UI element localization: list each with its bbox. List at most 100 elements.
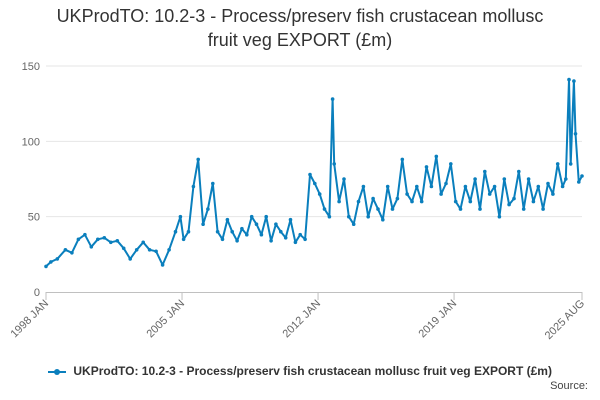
data-point[interactable] <box>96 237 100 242</box>
data-point[interactable] <box>400 157 405 162</box>
data-point[interactable] <box>327 214 332 219</box>
data-point[interactable] <box>453 199 458 204</box>
data-point[interactable] <box>196 157 200 162</box>
data-point[interactable] <box>458 207 463 211</box>
data-point[interactable] <box>492 184 497 189</box>
data-point[interactable] <box>517 169 521 174</box>
data-point[interactable] <box>308 172 312 177</box>
data-point[interactable] <box>502 177 507 181</box>
data-point[interactable] <box>497 214 502 219</box>
data-point[interactable] <box>473 177 477 181</box>
data-point[interactable] <box>356 199 361 204</box>
data-point[interactable] <box>342 177 346 181</box>
data-point[interactable] <box>507 202 511 207</box>
data-point[interactable] <box>541 207 545 211</box>
data-point[interactable] <box>235 239 239 243</box>
data-point[interactable] <box>240 226 244 231</box>
data-point[interactable] <box>274 222 278 226</box>
data-point[interactable] <box>468 199 473 204</box>
data-point[interactable] <box>147 248 152 252</box>
data-point[interactable] <box>483 169 487 174</box>
data-point[interactable] <box>322 207 327 211</box>
data-point[interactable] <box>415 184 419 189</box>
data-point[interactable] <box>444 181 448 186</box>
data-point[interactable] <box>109 240 113 245</box>
data-point[interactable] <box>429 184 434 189</box>
data-point[interactable] <box>173 229 178 234</box>
data-point[interactable] <box>567 77 571 82</box>
data-point[interactable] <box>254 222 259 226</box>
data-point[interactable] <box>405 192 409 196</box>
data-point[interactable] <box>332 162 337 166</box>
data-point[interactable] <box>191 184 196 189</box>
data-point[interactable] <box>410 199 414 204</box>
data-point[interactable] <box>128 257 132 261</box>
data-point[interactable] <box>487 192 492 196</box>
data-point[interactable] <box>230 229 234 234</box>
data-point[interactable] <box>49 260 53 264</box>
data-point[interactable] <box>572 79 576 83</box>
data-point[interactable] <box>70 251 74 255</box>
data-point[interactable] <box>167 248 171 252</box>
data-point[interactable] <box>577 180 581 184</box>
data-point[interactable] <box>337 199 341 204</box>
data-point[interactable] <box>245 232 249 237</box>
data-point[interactable] <box>44 264 48 269</box>
data-point[interactable] <box>211 181 215 186</box>
data-point[interactable] <box>264 214 269 219</box>
data-point[interactable] <box>76 237 81 242</box>
data-point[interactable] <box>531 199 536 204</box>
data-point[interactable] <box>555 162 560 166</box>
data-point[interactable] <box>366 214 371 219</box>
data-point[interactable] <box>215 229 220 234</box>
data-point[interactable] <box>347 214 351 219</box>
data-point[interactable] <box>220 237 225 242</box>
data-point[interactable] <box>141 240 145 245</box>
data-point[interactable] <box>419 199 424 204</box>
data-point[interactable] <box>564 177 568 181</box>
data-point[interactable] <box>279 229 283 234</box>
data-point[interactable] <box>573 132 578 136</box>
data-point[interactable] <box>63 248 68 252</box>
data-point[interactable] <box>376 207 380 211</box>
data-point[interactable] <box>478 207 482 211</box>
data-point[interactable] <box>551 192 555 196</box>
data-point[interactable] <box>434 154 439 159</box>
data-point[interactable] <box>526 177 531 181</box>
data-point[interactable] <box>580 174 584 178</box>
data-point[interactable] <box>115 239 120 243</box>
data-point[interactable] <box>317 192 322 196</box>
data-point[interactable] <box>201 222 205 226</box>
data-point[interactable] <box>186 229 191 234</box>
data-point[interactable] <box>313 181 317 186</box>
data-point[interactable] <box>381 217 385 222</box>
data-point[interactable] <box>536 184 541 189</box>
data-point[interactable] <box>568 162 573 166</box>
data-point[interactable] <box>512 196 516 201</box>
data-point[interactable] <box>298 232 303 237</box>
data-point[interactable] <box>89 245 94 249</box>
data-point[interactable] <box>288 217 293 222</box>
data-point[interactable] <box>178 214 183 219</box>
data-point[interactable] <box>259 232 264 237</box>
data-point[interactable] <box>395 196 400 201</box>
data-point[interactable] <box>160 263 165 267</box>
data-point[interactable] <box>55 257 60 261</box>
data-point[interactable] <box>225 217 230 222</box>
data-point[interactable] <box>361 184 366 189</box>
data-point[interactable] <box>293 240 298 245</box>
data-point[interactable] <box>181 237 186 242</box>
data-point[interactable] <box>521 207 526 211</box>
data-point[interactable] <box>249 214 254 219</box>
data-point[interactable] <box>449 162 453 166</box>
data-point[interactable] <box>206 207 210 211</box>
data-point[interactable] <box>371 196 375 201</box>
data-point[interactable] <box>546 181 550 186</box>
data-point[interactable] <box>424 165 429 169</box>
data-point[interactable] <box>463 184 468 189</box>
data-point[interactable] <box>390 207 395 211</box>
legend[interactable]: UKProdTO: 10.2-3 - Process/preserv fish … <box>0 364 600 378</box>
data-point[interactable] <box>269 239 273 243</box>
data-point[interactable] <box>560 184 565 189</box>
data-point[interactable] <box>134 248 139 252</box>
